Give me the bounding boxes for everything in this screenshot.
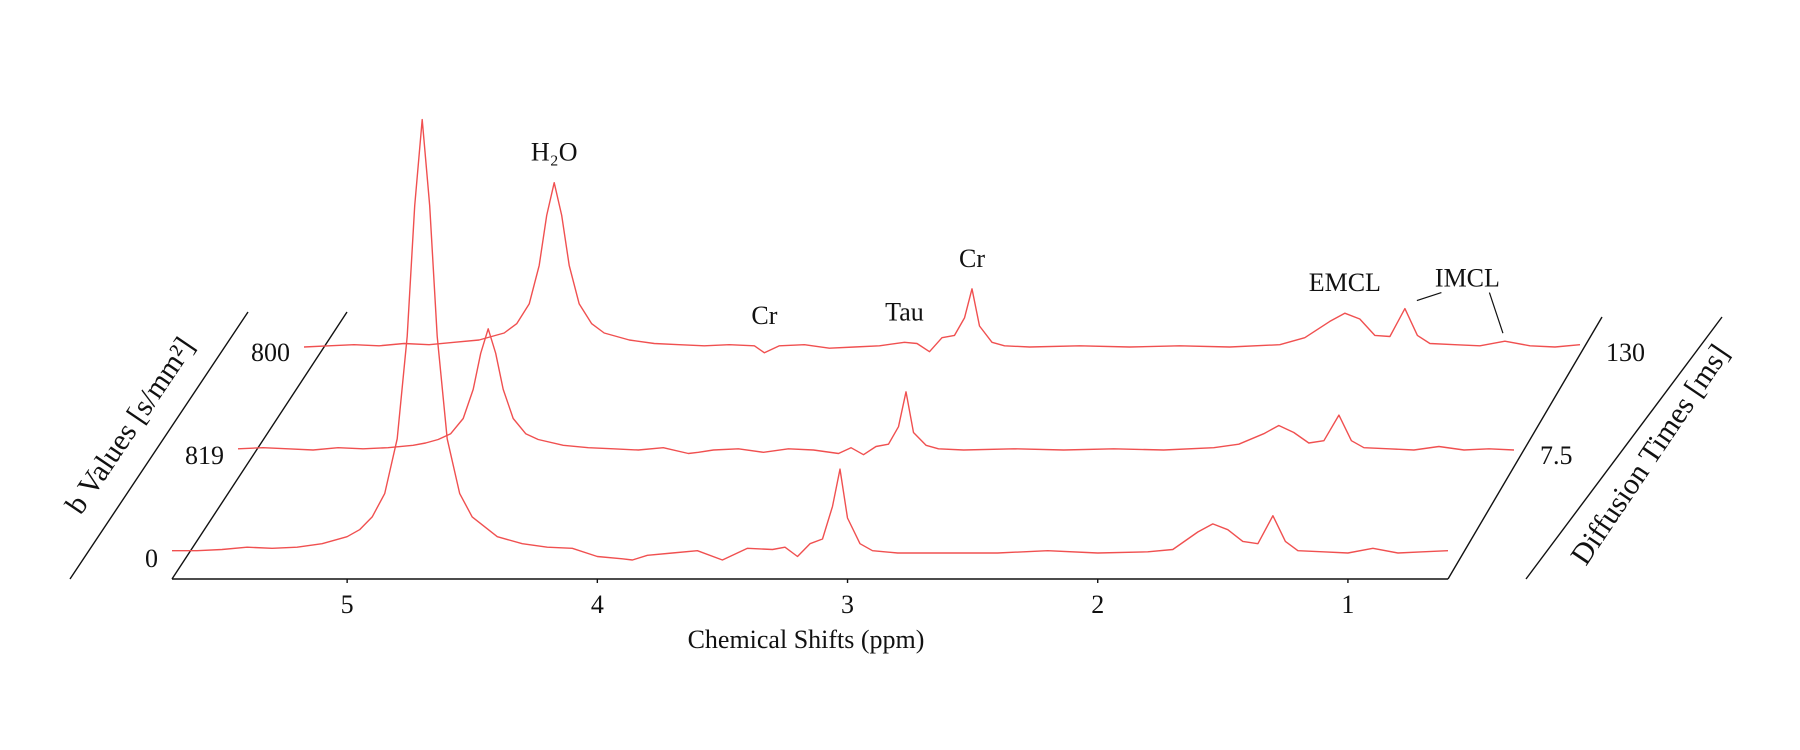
spectrum-line: [237, 328, 1515, 456]
left-outer-line: [69, 311, 249, 580]
x-tick-label: 1: [1341, 590, 1354, 619]
x-tick-label: 3: [841, 590, 854, 619]
diffusion-time-label: 130: [1606, 338, 1645, 367]
right-depth-line: [1447, 316, 1603, 580]
diffusion-time-label: 7.5: [1540, 441, 1573, 470]
x-tick-label: 2: [1091, 590, 1104, 619]
x-tick-label: 5: [341, 590, 354, 619]
peak-label: Tau: [885, 297, 924, 326]
right-outer-line: [1525, 316, 1723, 580]
peak-label: Cr: [751, 301, 777, 330]
peak-label: Cr: [959, 244, 985, 273]
x-tick-label: 4: [591, 590, 604, 619]
b-value-label: 800: [251, 338, 290, 367]
b-value-label: 819: [185, 441, 224, 470]
spectrum-line: [172, 118, 1449, 561]
right-axis-title: Diffusion Times [ms]: [1564, 339, 1736, 571]
leader-line: [1488, 292, 1504, 334]
peak-label: IMCL: [1435, 264, 1500, 293]
left-axis-title: b Values [s/mm²]: [59, 331, 201, 519]
x-axis-title: Chemical Shifts (ppm): [688, 625, 925, 654]
spectrum-line: [303, 181, 1581, 354]
peak-label: EMCL: [1309, 268, 1381, 297]
left-depth-line: [171, 311, 348, 580]
b-value-label: 0: [145, 544, 158, 573]
peak-label: H₂O: [531, 138, 578, 167]
leader-line: [1416, 291, 1442, 302]
